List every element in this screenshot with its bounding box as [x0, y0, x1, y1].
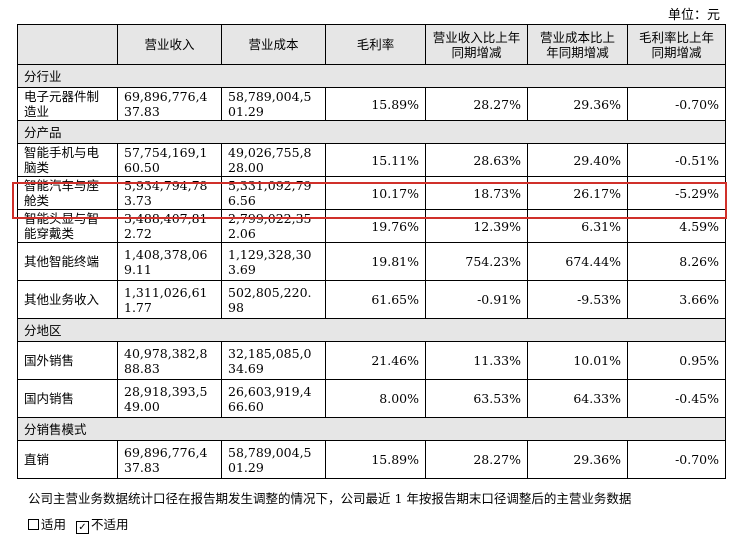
section-label: 分产品 — [17, 120, 726, 144]
margin-cell: 19.81% — [325, 242, 426, 281]
row-label: 电子元器件制造业 — [17, 87, 118, 121]
margin-change-cell: -0.70% — [627, 440, 726, 479]
section-row: 分地区 — [17, 318, 726, 342]
cost-change-cell: 674.44% — [527, 242, 628, 281]
revenue-change-cell: 63.53% — [425, 379, 528, 418]
margin-change-cell: 3.66% — [627, 280, 726, 319]
margin-cell: 15.89% — [325, 87, 426, 121]
cost-change-cell: 6.31% — [527, 209, 628, 243]
header-cell: 营业成本比上年同期增减 — [527, 24, 628, 65]
revenue-change-cell: 11.33% — [425, 341, 528, 380]
cost-cell: 26,603,919,466.60 — [221, 379, 326, 418]
header-cell — [17, 24, 118, 65]
revenue-change-cell: -0.91% — [425, 280, 528, 319]
cost-change-cell: 26.17% — [527, 176, 628, 210]
margin-cell: 21.46% — [325, 341, 426, 380]
section-row: 分产品 — [17, 120, 726, 144]
revenue-change-cell: 28.63% — [425, 143, 528, 177]
header-cell: 营业成本 — [221, 24, 326, 65]
margin-change-cell: -0.45% — [627, 379, 726, 418]
header-cell: 营业收入 — [117, 24, 222, 65]
margin-cell: 61.65% — [325, 280, 426, 319]
cost-cell: 5,331,092,796.56 — [221, 176, 326, 210]
margin-change-cell: -0.51% — [627, 143, 726, 177]
revenue-cell: 57,754,169,160.50 — [117, 143, 222, 177]
applicable-label: 适用 — [41, 517, 67, 532]
cost-change-cell: -9.53% — [527, 280, 628, 319]
row-label: 智能手机与电脑类 — [17, 143, 118, 177]
cost-change-cell: 29.40% — [527, 143, 628, 177]
row-label: 智能汽车与座舱类 — [17, 176, 118, 210]
header-row: 营业收入 营业成本 毛利率 营业收入比上年同期增减 营业成本比上年同期增减 毛利… — [17, 24, 726, 65]
revenue-change-cell: 12.39% — [425, 209, 528, 243]
table-row: 国外销售 40,978,382,888.83 32,185,085,034.69… — [17, 341, 726, 380]
margin-change-cell: 0.95% — [627, 341, 726, 380]
table-row: 国内销售 28,918,393,549.00 26,603,919,466.60… — [17, 379, 726, 418]
empty-checkbox-icon — [28, 519, 39, 530]
cost-cell: 49,026,755,828.00 — [221, 143, 326, 177]
cost-change-cell: 29.36% — [527, 440, 628, 479]
row-label: 其他业务收入 — [17, 280, 118, 319]
revenue-cell: 1,311,026,611.77 — [117, 280, 222, 319]
unit-label: 单位：元 — [667, 8, 720, 23]
cost-cell: 1,129,328,303.69 — [221, 242, 326, 281]
applicability-legend: 适用 ✓ 不适用 — [28, 514, 129, 534]
section-row: 分行业 — [17, 64, 726, 88]
cost-change-cell: 10.01% — [527, 341, 628, 380]
table-row: 电子元器件制造业 69,896,776,437.83 58,789,004,50… — [17, 87, 726, 121]
section-label: 分销售模式 — [17, 417, 726, 441]
margin-change-cell: 4.59% — [627, 209, 726, 243]
table-row: 其他业务收入 1,311,026,611.77 502,805,220.98 6… — [17, 280, 726, 319]
revenue-cell: 69,896,776,437.83 — [117, 440, 222, 479]
row-label: 智能头显与智能穿戴类 — [17, 209, 118, 243]
cost-cell: 58,789,004,501.29 — [221, 440, 326, 479]
table-row: 其他智能终端 1,408,378,069.11 1,129,328,303.69… — [17, 242, 726, 281]
row-label: 国内销售 — [17, 379, 118, 418]
revenue-change-cell: 754.23% — [425, 242, 528, 281]
cost-cell: 58,789,004,501.29 — [221, 87, 326, 121]
checked-checkbox-icon: ✓ — [76, 521, 89, 534]
revenue-cell: 1,408,378,069.11 — [117, 242, 222, 281]
business-table: 营业收入 营业成本 毛利率 营业收入比上年同期增减 营业成本比上年同期增减 毛利… — [17, 24, 726, 479]
table-row: 智能手机与电脑类 57,754,169,160.50 49,026,755,82… — [17, 143, 726, 177]
section-label: 分行业 — [17, 64, 726, 88]
cost-cell: 502,805,220.98 — [221, 280, 326, 319]
table-row-highlighted: 智能汽车与座舱类 5,934,794,783.73 5,331,092,796.… — [17, 176, 726, 210]
margin-change-cell: -0.70% — [627, 87, 726, 121]
header-cell: 毛利率比上年同期增减 — [627, 24, 726, 65]
not-applicable-label: 不适用 — [91, 517, 129, 532]
margin-change-cell: 8.26% — [627, 242, 726, 281]
margin-change-cell: -5.29% — [627, 176, 726, 210]
revenue-change-cell: 28.27% — [425, 87, 528, 121]
margin-cell: 10.17% — [325, 176, 426, 210]
margin-cell: 15.89% — [325, 440, 426, 479]
row-label: 直销 — [17, 440, 118, 479]
revenue-cell: 40,978,382,888.83 — [117, 341, 222, 380]
cost-change-cell: 29.36% — [527, 87, 628, 121]
section-row: 分销售模式 — [17, 417, 726, 441]
revenue-cell: 3,488,407,812.72 — [117, 209, 222, 243]
margin-cell: 19.76% — [325, 209, 426, 243]
cost-cell: 2,799,022,352.06 — [221, 209, 326, 243]
revenue-change-cell: 28.27% — [425, 440, 528, 479]
table-row: 直销 69,896,776,437.83 58,789,004,501.29 1… — [17, 440, 726, 479]
margin-cell: 15.11% — [325, 143, 426, 177]
cost-cell: 32,185,085,034.69 — [221, 341, 326, 380]
revenue-change-cell: 18.73% — [425, 176, 528, 210]
table-row: 智能头显与智能穿戴类 3,488,407,812.72 2,799,022,35… — [17, 209, 726, 243]
row-label: 国外销售 — [17, 341, 118, 380]
revenue-cell: 28,918,393,549.00 — [117, 379, 222, 418]
revenue-cell: 69,896,776,437.83 — [117, 87, 222, 121]
row-label: 其他智能终端 — [17, 242, 118, 281]
header-cell: 毛利率 — [325, 24, 426, 65]
footnote: 公司主营业务数据统计口径在报告期发生调整的情况下，公司最近 1 年按报告期末口径… — [28, 491, 632, 506]
margin-cell: 8.00% — [325, 379, 426, 418]
revenue-cell: 5,934,794,783.73 — [117, 176, 222, 210]
header-cell: 营业收入比上年同期增减 — [425, 24, 528, 65]
section-label: 分地区 — [17, 318, 726, 342]
cost-change-cell: 64.33% — [527, 379, 628, 418]
